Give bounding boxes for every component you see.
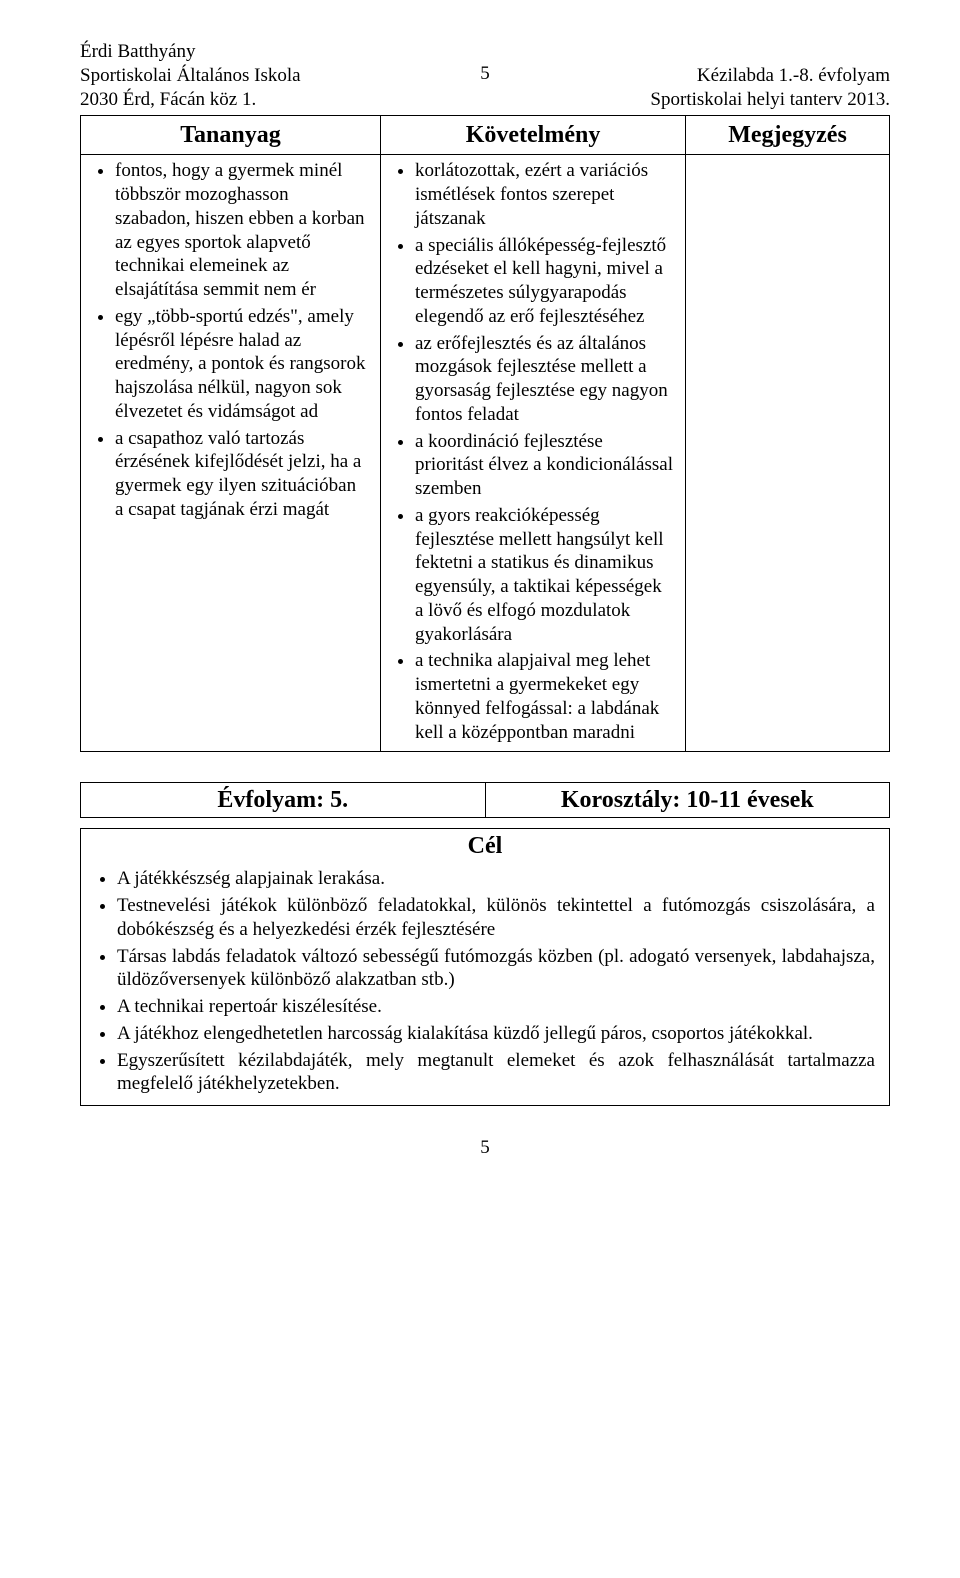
megjegyzes-cell bbox=[686, 155, 889, 751]
kovetelmeny-item: az erőfejlesztés és az általános mozgáso… bbox=[415, 332, 673, 427]
col-header-kovetelmeny: Követelmény bbox=[381, 116, 686, 154]
age-group-row: Évfolyam: 5. Korosztály: 10-11 évesek bbox=[80, 782, 890, 818]
goal-item: Egyszerűsített kézilabdajáték, mely megt… bbox=[117, 1049, 875, 1097]
kovetelmeny-item: a koordináció fejlesztése prioritást élv… bbox=[415, 430, 673, 501]
kovetelmeny-item: a speciális állóképesség-fejlesztő edzés… bbox=[415, 234, 673, 329]
goal-body: A játékkészség alapjainak lerakása. Test… bbox=[81, 863, 889, 1105]
tananyag-item: egy „több-sportú edzés", amely lépésről … bbox=[115, 305, 368, 424]
goal-title: Cél bbox=[81, 829, 889, 863]
grade-cell: Évfolyam: 5. bbox=[81, 783, 486, 817]
page-header: Érdi Batthyány Sportiskolai Általános Is… bbox=[80, 40, 890, 111]
goal-item: A játékkészség alapjainak lerakása. bbox=[117, 867, 875, 891]
goal-item: A technikai repertoár kiszélesítése. bbox=[117, 995, 875, 1019]
tananyag-item: fontos, hogy a gyermek minél többször mo… bbox=[115, 159, 368, 302]
page-number: 5 bbox=[80, 1136, 890, 1160]
goal-item: A játékhoz elengedhetetlen harcosság kia… bbox=[117, 1022, 875, 1046]
school-name-1: Érdi Batthyány bbox=[80, 40, 301, 64]
goal-item: Testnevelési játékok különböző feladatok… bbox=[117, 894, 875, 942]
table-body-row: fontos, hogy a gyermek minél többször mo… bbox=[80, 154, 890, 752]
tananyag-cell: fontos, hogy a gyermek minél többször mo… bbox=[81, 155, 381, 751]
school-address: 2030 Érd, Fácán köz 1. bbox=[80, 88, 301, 112]
goal-box: Cél A játékkészség alapjainak lerakása. … bbox=[80, 828, 890, 1106]
content-table: Tananyag Követelmény Megjegyzés fontos, … bbox=[80, 115, 890, 752]
col-header-megjegyzes: Megjegyzés bbox=[686, 116, 889, 154]
kovetelmeny-item: a technika alapjaival meg lehet ismertet… bbox=[415, 649, 673, 744]
kovetelmeny-cell: korlátozottak, ezért a variációs ismétlé… bbox=[381, 155, 686, 751]
plan-line: Sportiskolai helyi tanterv 2013. bbox=[650, 88, 890, 112]
tananyag-item: a csapathoz való tartozás érzésének kife… bbox=[115, 427, 368, 522]
table-header-row: Tananyag Követelmény Megjegyzés bbox=[80, 115, 890, 154]
age-range-cell: Korosztály: 10-11 évesek bbox=[486, 783, 890, 817]
col-header-tananyag: Tananyag bbox=[81, 116, 381, 154]
goal-item: Társas labdás feladatok változó sebesség… bbox=[117, 945, 875, 993]
header-center-number: 5 bbox=[80, 62, 890, 86]
kovetelmeny-item: a gyors reakcióképesség fejlesztése mell… bbox=[415, 504, 673, 647]
kovetelmeny-item: korlátozottak, ezért a variációs ismétlé… bbox=[415, 159, 673, 230]
